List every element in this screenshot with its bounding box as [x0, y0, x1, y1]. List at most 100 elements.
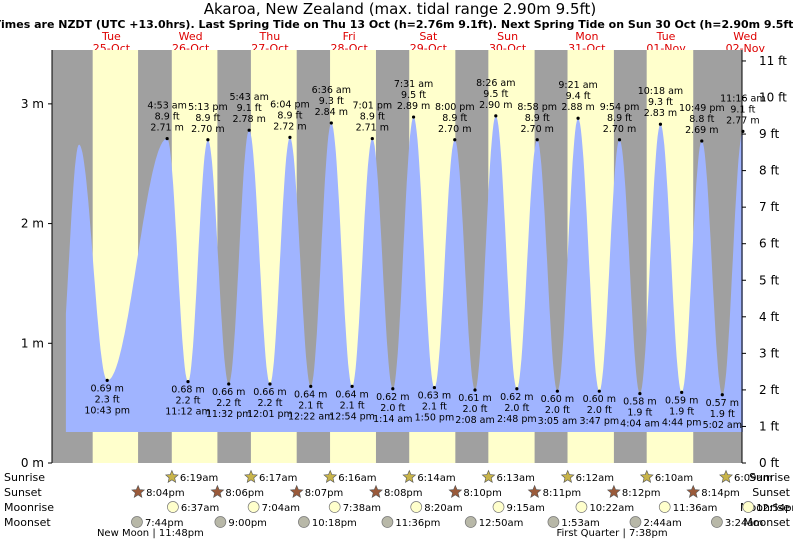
- tide-label-low: 2:48 pm: [497, 414, 537, 425]
- tide-label-high: 2.83 m: [644, 108, 677, 119]
- sunrise-icon: [164, 469, 179, 483]
- tide-label-low: 0.61 m: [458, 393, 491, 404]
- tide-label-high: 8.9 ft: [195, 113, 220, 124]
- sunrise-time: 6:10am: [655, 473, 693, 484]
- tide-label-high: 8.9 ft: [442, 113, 467, 124]
- right-tick-label: 0 ft: [759, 456, 779, 470]
- moonrise-icon: [410, 501, 423, 513]
- day-name-label: Tue: [101, 30, 121, 43]
- moonrise-icon: [658, 501, 671, 513]
- moonset-time: 12:50am: [479, 518, 524, 529]
- sunrise-icon: [560, 469, 575, 483]
- sunset-time: 8:08pm: [384, 488, 423, 499]
- sunset-time: 8:04pm: [146, 488, 185, 499]
- almanac-row-label-left: Moonset: [4, 516, 51, 529]
- tide-label-high: 9:54 pm: [600, 102, 640, 113]
- tide-label-high: 9.1 ft: [237, 103, 262, 114]
- tide-label-high: 9.4 ft: [566, 91, 591, 102]
- tide-label-high: 9.3 ft: [319, 96, 344, 107]
- tide-label-high: 4:53 am: [147, 101, 186, 112]
- moonset-time: 3:24am: [725, 518, 763, 529]
- tide-label-high: 2.71 m: [356, 123, 389, 134]
- moonset-icon: [464, 516, 477, 528]
- tide-label-low: 1.9 ft: [710, 409, 735, 420]
- tide-point: [453, 138, 457, 142]
- tide-label-low: 2.2 ft: [216, 398, 241, 409]
- tide-point: [247, 128, 251, 132]
- tide-label-low: 0.66 m: [253, 387, 286, 398]
- tide-label-low: 1.9 ft: [627, 408, 652, 419]
- tide-point: [535, 138, 539, 142]
- tide-point: [473, 388, 477, 392]
- sunset-icon: [369, 484, 383, 498]
- moonrise-icon: [167, 501, 179, 513]
- moonset-time: 1:53am: [561, 518, 599, 529]
- moonset-time: 10:18pm: [312, 518, 357, 529]
- sunrise-time: 6:17am: [259, 473, 297, 484]
- tide-point: [350, 384, 354, 388]
- tide-label-high: 5:13 pm: [188, 102, 228, 113]
- moon-phase-label: New Moon | 11:48pm: [97, 528, 204, 539]
- sunset-icon: [131, 484, 146, 498]
- day-name-label: Sun: [497, 30, 518, 43]
- tide-label-low: 0.62 m: [500, 392, 533, 403]
- sunrise-time: 6:16am: [338, 473, 376, 484]
- almanac-row-label-right: Moonset: [743, 516, 790, 529]
- left-tick-label: 0 m: [21, 456, 44, 470]
- tide-label-low: 12:01 pm: [247, 409, 293, 420]
- moonrise-icon: [742, 501, 755, 513]
- tide-label-low: 2.3 ft: [95, 394, 120, 405]
- right-tick-label: 7 ft: [759, 200, 779, 214]
- tide-label-high: 2.71 m: [150, 123, 183, 134]
- moonrise-time: 10:22am: [589, 503, 634, 514]
- tide-label-high: 2.84 m: [315, 107, 348, 118]
- tide-label-low: 2.0 ft: [545, 405, 570, 416]
- tide-label-high: 9.3 ft: [648, 97, 673, 108]
- tide-label-high: 2.72 m: [273, 121, 306, 132]
- tide-label-high: 9.5 ft: [483, 89, 508, 100]
- moonrise-time: 6:37am: [181, 503, 219, 514]
- left-tick-label: 1 m: [21, 336, 44, 350]
- tide-label-low: 0.69 m: [90, 383, 123, 394]
- tide-label-low: 2.0 ft: [380, 403, 405, 414]
- sunset-icon: [448, 484, 463, 498]
- tide-label-high: 7:31 am: [394, 79, 433, 90]
- sunrise-time: 6:12am: [576, 473, 614, 484]
- tide-point: [432, 385, 437, 390]
- sunrise-time: 6:14am: [417, 473, 455, 484]
- tide-label-high: 2.70 m: [520, 124, 553, 135]
- tide-point: [227, 382, 231, 386]
- sunset-time: 8:11pm: [543, 488, 582, 499]
- chart-subtitle: Times are NZDT (UTC +13.0hrs). Last Spri…: [0, 18, 793, 31]
- tide-label-low: 0.66 m: [212, 387, 245, 398]
- moonset-time: 7:44pm: [145, 518, 184, 529]
- tide-label-low: 3:47 pm: [579, 416, 619, 427]
- tide-label-high: 6:36 am: [312, 85, 351, 96]
- moonrise-time: 11:36am: [673, 503, 718, 514]
- tide-point: [411, 115, 416, 119]
- tide-label-low: 3:05 am: [538, 416, 577, 427]
- tide-label-low: 1:14 am: [373, 414, 412, 425]
- tide-label-high: 9.1 ft: [730, 104, 755, 115]
- tide-label-high: 2.69 m: [685, 125, 718, 136]
- right-tick-label: 10 ft: [759, 91, 787, 105]
- tide-label-low: 0.57 m: [706, 398, 739, 409]
- moonrise-icon: [247, 501, 260, 513]
- tide-point: [700, 139, 704, 143]
- day-name-label: Wed: [179, 30, 203, 43]
- moonrise-time: 7:04am: [262, 503, 300, 514]
- tide-point: [494, 114, 498, 118]
- tide-point: [186, 379, 190, 384]
- tide-label-low: 2:08 am: [455, 415, 494, 426]
- right-tick-label: 2 ft: [759, 383, 779, 397]
- almanac-row-label-right: Sunrise: [749, 471, 790, 484]
- tide-label-high: 5:43 am: [229, 92, 268, 103]
- sunrise-icon: [402, 469, 417, 483]
- tide-point: [638, 391, 642, 396]
- tide-label-low: 2.0 ft: [587, 405, 612, 416]
- tide-label-low: 5:02 am: [703, 420, 742, 431]
- tide-point: [105, 378, 109, 382]
- tide-label-low: 0.58 m: [623, 397, 656, 408]
